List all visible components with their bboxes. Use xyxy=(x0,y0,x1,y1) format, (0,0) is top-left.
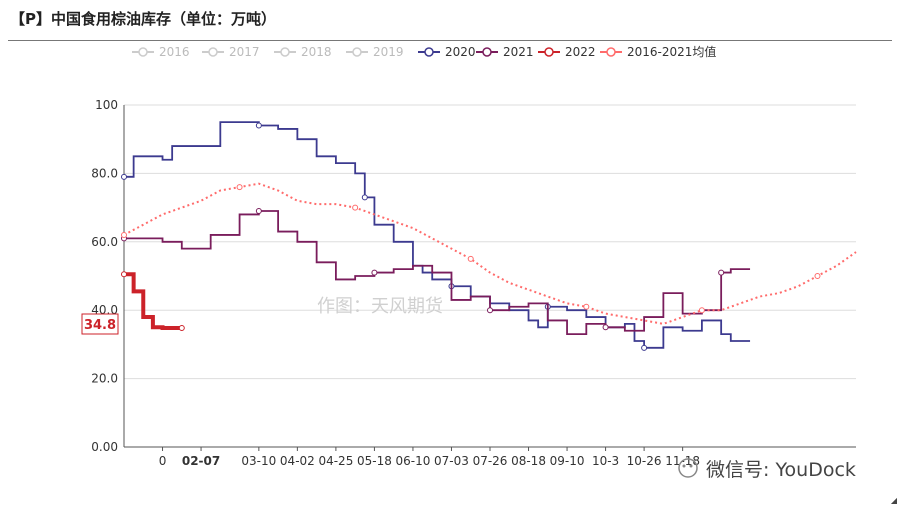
x-tick-label: 0 xyxy=(159,454,167,468)
x-axis: 0 02-07 03-10 04-02 04-25 05-18 06-10 07-03 07-2… xyxy=(159,447,700,468)
legend-item[interactable]: 2020 xyxy=(445,45,476,59)
x-tick-label: 10-26 xyxy=(627,454,662,468)
y-tick-label: 80.0 xyxy=(91,166,118,180)
data-point[interactable] xyxy=(361,194,368,201)
title-divider xyxy=(8,40,892,41)
data-point[interactable] xyxy=(255,122,262,129)
corner-mark: ◢ xyxy=(890,496,897,505)
x-tick-label: 10-3 xyxy=(592,454,619,468)
watermark: 作图：天风期货 xyxy=(317,296,443,317)
series-lines xyxy=(121,121,857,351)
series-line-2022[interactable] xyxy=(124,272,182,330)
legend-swatch-marker[interactable] xyxy=(482,47,492,57)
y-tick-label: 20.0 xyxy=(91,372,118,386)
y-tick-label: 100 xyxy=(95,98,118,112)
x-tick-label: 04-25 xyxy=(318,454,353,468)
y-tick-label: 0.00 xyxy=(91,440,118,454)
last-value-label: 34.8 xyxy=(81,313,119,335)
legend-item[interactable]: 2016-2021均值 xyxy=(627,44,716,59)
legend-swatch-marker[interactable] xyxy=(280,47,290,57)
x-tick-label: 04-02 xyxy=(280,454,315,468)
data-point[interactable] xyxy=(602,324,609,331)
legend-swatch-marker[interactable] xyxy=(352,47,362,57)
wechat-eye-right xyxy=(689,464,693,468)
data-point[interactable] xyxy=(121,173,127,180)
x-tick-label: 07-26 xyxy=(473,454,508,468)
legend-swatch-marker[interactable] xyxy=(138,47,148,57)
data-point[interactable] xyxy=(641,344,648,351)
legend-swatch-marker[interactable] xyxy=(424,47,434,57)
last-value-text: 34.8 xyxy=(84,318,116,333)
x-tick-label: 03-10 xyxy=(241,454,276,468)
legend-item[interactable]: 2021 xyxy=(503,45,534,59)
wechat-icon xyxy=(678,458,698,478)
wechat-eye-left xyxy=(682,464,686,468)
x-tick-label: 05-18 xyxy=(357,454,392,468)
x-tick-label: 02-07 xyxy=(182,454,220,468)
grid-lines xyxy=(124,104,856,448)
data-point[interactable] xyxy=(178,324,185,331)
data-point[interactable] xyxy=(583,303,590,310)
legend-item[interactable]: 2018 xyxy=(301,45,332,59)
data-point[interactable] xyxy=(371,269,378,276)
legend-swatch-marker[interactable] xyxy=(544,47,554,57)
legend-item[interactable]: 2017 xyxy=(229,45,260,59)
series-line-2016-2021均值[interactable] xyxy=(123,182,857,325)
data-point[interactable] xyxy=(698,307,705,314)
data-point[interactable] xyxy=(121,271,127,278)
x-tick-label: 09-10 xyxy=(550,454,585,468)
y-tick-label: 60.0 xyxy=(91,235,118,249)
data-point[interactable] xyxy=(467,255,474,262)
data-point[interactable] xyxy=(121,231,127,238)
legend-item[interactable]: 2019 xyxy=(373,45,404,59)
brand-badge: 微信号: YouDock xyxy=(678,458,856,481)
x-tick-label: 08-18 xyxy=(511,454,546,468)
legend-swatch-marker[interactable] xyxy=(606,47,616,57)
legend-swatch-marker[interactable] xyxy=(208,47,218,57)
legend: 2016 2017 2018 2019 2020 2021 2022 2016-2021均值 xyxy=(132,44,716,59)
data-point[interactable] xyxy=(352,204,359,211)
data-point[interactable] xyxy=(718,269,725,276)
legend-item[interactable]: 2022 xyxy=(565,45,596,59)
data-point[interactable] xyxy=(236,184,243,191)
brand-text: 微信号: YouDock xyxy=(706,459,856,481)
data-point[interactable] xyxy=(487,307,493,314)
data-point[interactable] xyxy=(255,208,262,215)
chart-title: 【P】中国食用棕油库存（单位：万吨） xyxy=(10,10,276,28)
x-tick-label: 07-03 xyxy=(434,454,469,468)
legend-item[interactable]: 2016 xyxy=(159,45,190,59)
last-value-box xyxy=(81,313,119,335)
x-tick-label: 06-10 xyxy=(396,454,431,468)
data-point[interactable] xyxy=(814,273,821,279)
